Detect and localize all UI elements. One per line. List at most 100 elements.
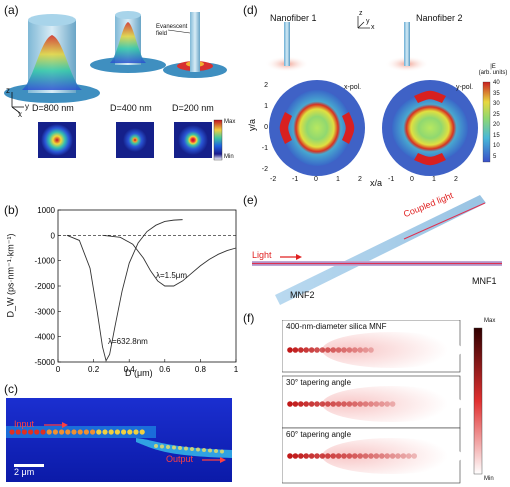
scalebar-label: 2 μm [14,467,35,477]
output-arrow-icon [202,457,226,463]
mode-field-dot [96,429,102,435]
pol-right-label: y-pol. [456,84,474,91]
chart-ytick-label: -5000 [35,358,56,367]
panel-d-colorbar-tick: 5 [493,153,497,160]
panel-f-figure [282,320,483,484]
mode-field-dot [65,429,71,435]
mode-field-dot [9,429,15,435]
panel-label-a: (a) [4,3,19,17]
field-intensity-dot [341,453,347,459]
mode-field-dot [214,449,218,453]
chart-ytick-label: -2000 [35,282,56,291]
mode-field-dot [21,429,27,435]
field-intensity-dot [368,401,374,407]
field-intensity-dot [352,453,358,459]
panel-d-xtick: -1 [388,176,395,183]
field-intensity-dot [341,347,347,353]
field-intensity-dot [308,453,315,459]
mode-field-dot [114,429,120,435]
field-intensity-dot [292,453,299,459]
mode-field-dot [52,429,59,435]
chart-ytick-label: 1000 [37,206,55,215]
panel-d-colorbar-tick: 25 [493,111,500,118]
field-intensity-dot [335,347,342,353]
mode-field-dot [154,444,158,448]
mode-field-dot [34,429,40,435]
panel-d-ytick: 1 [264,103,268,110]
mode-field-dot [121,429,127,435]
chart-ytick-label: 0 [51,231,56,240]
field-intensity-dot [319,401,326,407]
mode-field-dot [196,447,200,452]
light-label: Light [252,250,272,260]
mode-field-dot [184,446,188,451]
field-intensity-dot [352,347,358,353]
field-intensity-dot [335,401,342,407]
chart-ylabel: D_W (ps·nm⁻¹·km⁻¹) [5,233,16,318]
mode-field-dot [83,429,89,435]
field-intensity-dot [292,347,299,353]
panel-d-xtick: 1 [432,176,436,183]
field-intensity-dot [314,453,320,459]
field-intensity-dot [400,453,407,459]
mode-field-dot [220,449,224,454]
field-intensity-dot [330,453,336,459]
chart-xtick-label: 0.4 [124,365,136,374]
panel-label-b: (b) [4,203,19,217]
panel-d-xtick: 1 [336,176,340,183]
panel-d-colorbar-tick: 35 [493,90,500,97]
panel-d-ytick: -1 [261,145,268,152]
pol-left-label: x-pol. [344,84,362,91]
field-intensity-dot [362,347,369,353]
panel-f-row-2-label: 30° tapering angle [286,378,352,387]
field-intensity-dot [330,401,336,407]
panel-label-f: (f) [243,311,255,325]
mode-field-dot [127,429,133,435]
field-intensity-dot [292,401,299,407]
field-intensity-dot [314,401,320,407]
mode-field-dot [139,429,145,435]
field-intensity-dot [346,453,353,459]
panel-f-row-1-label: 400-nm-diameter silica MNF [286,322,387,331]
mnf1-label: MNF1 [472,276,497,286]
panel-a-axis-z: z [6,86,10,95]
chart-xtick-label: 0.6 [159,365,171,374]
chart-xtick-label: 1 [234,365,239,374]
panel-d-ylabel: y/a [247,118,258,132]
mode-field-dot [28,429,34,435]
panel-d-ytick: -2 [261,166,268,173]
mode-field-dot [40,429,46,435]
chart-ytick-label: -1000 [35,257,56,266]
field-intensity-dot [319,453,326,459]
nanofiber-2-label: Nanofiber 2 [416,13,463,23]
mode-field-dot [15,429,21,435]
panel-d-colorbar-tick: 15 [493,132,500,139]
panel-a-colorbar-min: Min [224,154,234,160]
panel-d-xtick: 2 [454,176,458,183]
field-intensity-dot [308,347,315,353]
field-intensity-dot [330,347,336,353]
panel-d-colorbar-tick: 20 [493,122,500,128]
mode-field-dot [90,429,96,435]
field-intensity-dot [362,453,369,459]
chart-series-line-0 [66,219,183,362]
field-intensity-dot [368,347,374,353]
panel-d-figure [265,16,491,176]
field-intensity-dot [298,347,304,353]
chart-annotation-1-5um: λ=1.5μm [156,271,188,280]
field-intensity-dot [303,453,309,459]
chart-annotation-632nm: λ=632.8nm [108,337,148,346]
field-intensity-dot [308,401,315,407]
field-intensity-dot [287,347,293,353]
field-intensity-dot [303,347,309,353]
field-intensity-dot [384,401,390,407]
panel-f-row-3-label: 60° tapering angle [286,430,352,439]
field-intensity-dot [357,453,363,459]
panel-d-ytick: 0 [264,124,268,131]
mode-field-dot [77,429,83,435]
field-intensity-dot [379,401,385,407]
mode-field-dot [208,448,212,453]
panel-d-colorbar-title-1: |E [490,64,496,70]
mode-field-dot [108,429,114,435]
